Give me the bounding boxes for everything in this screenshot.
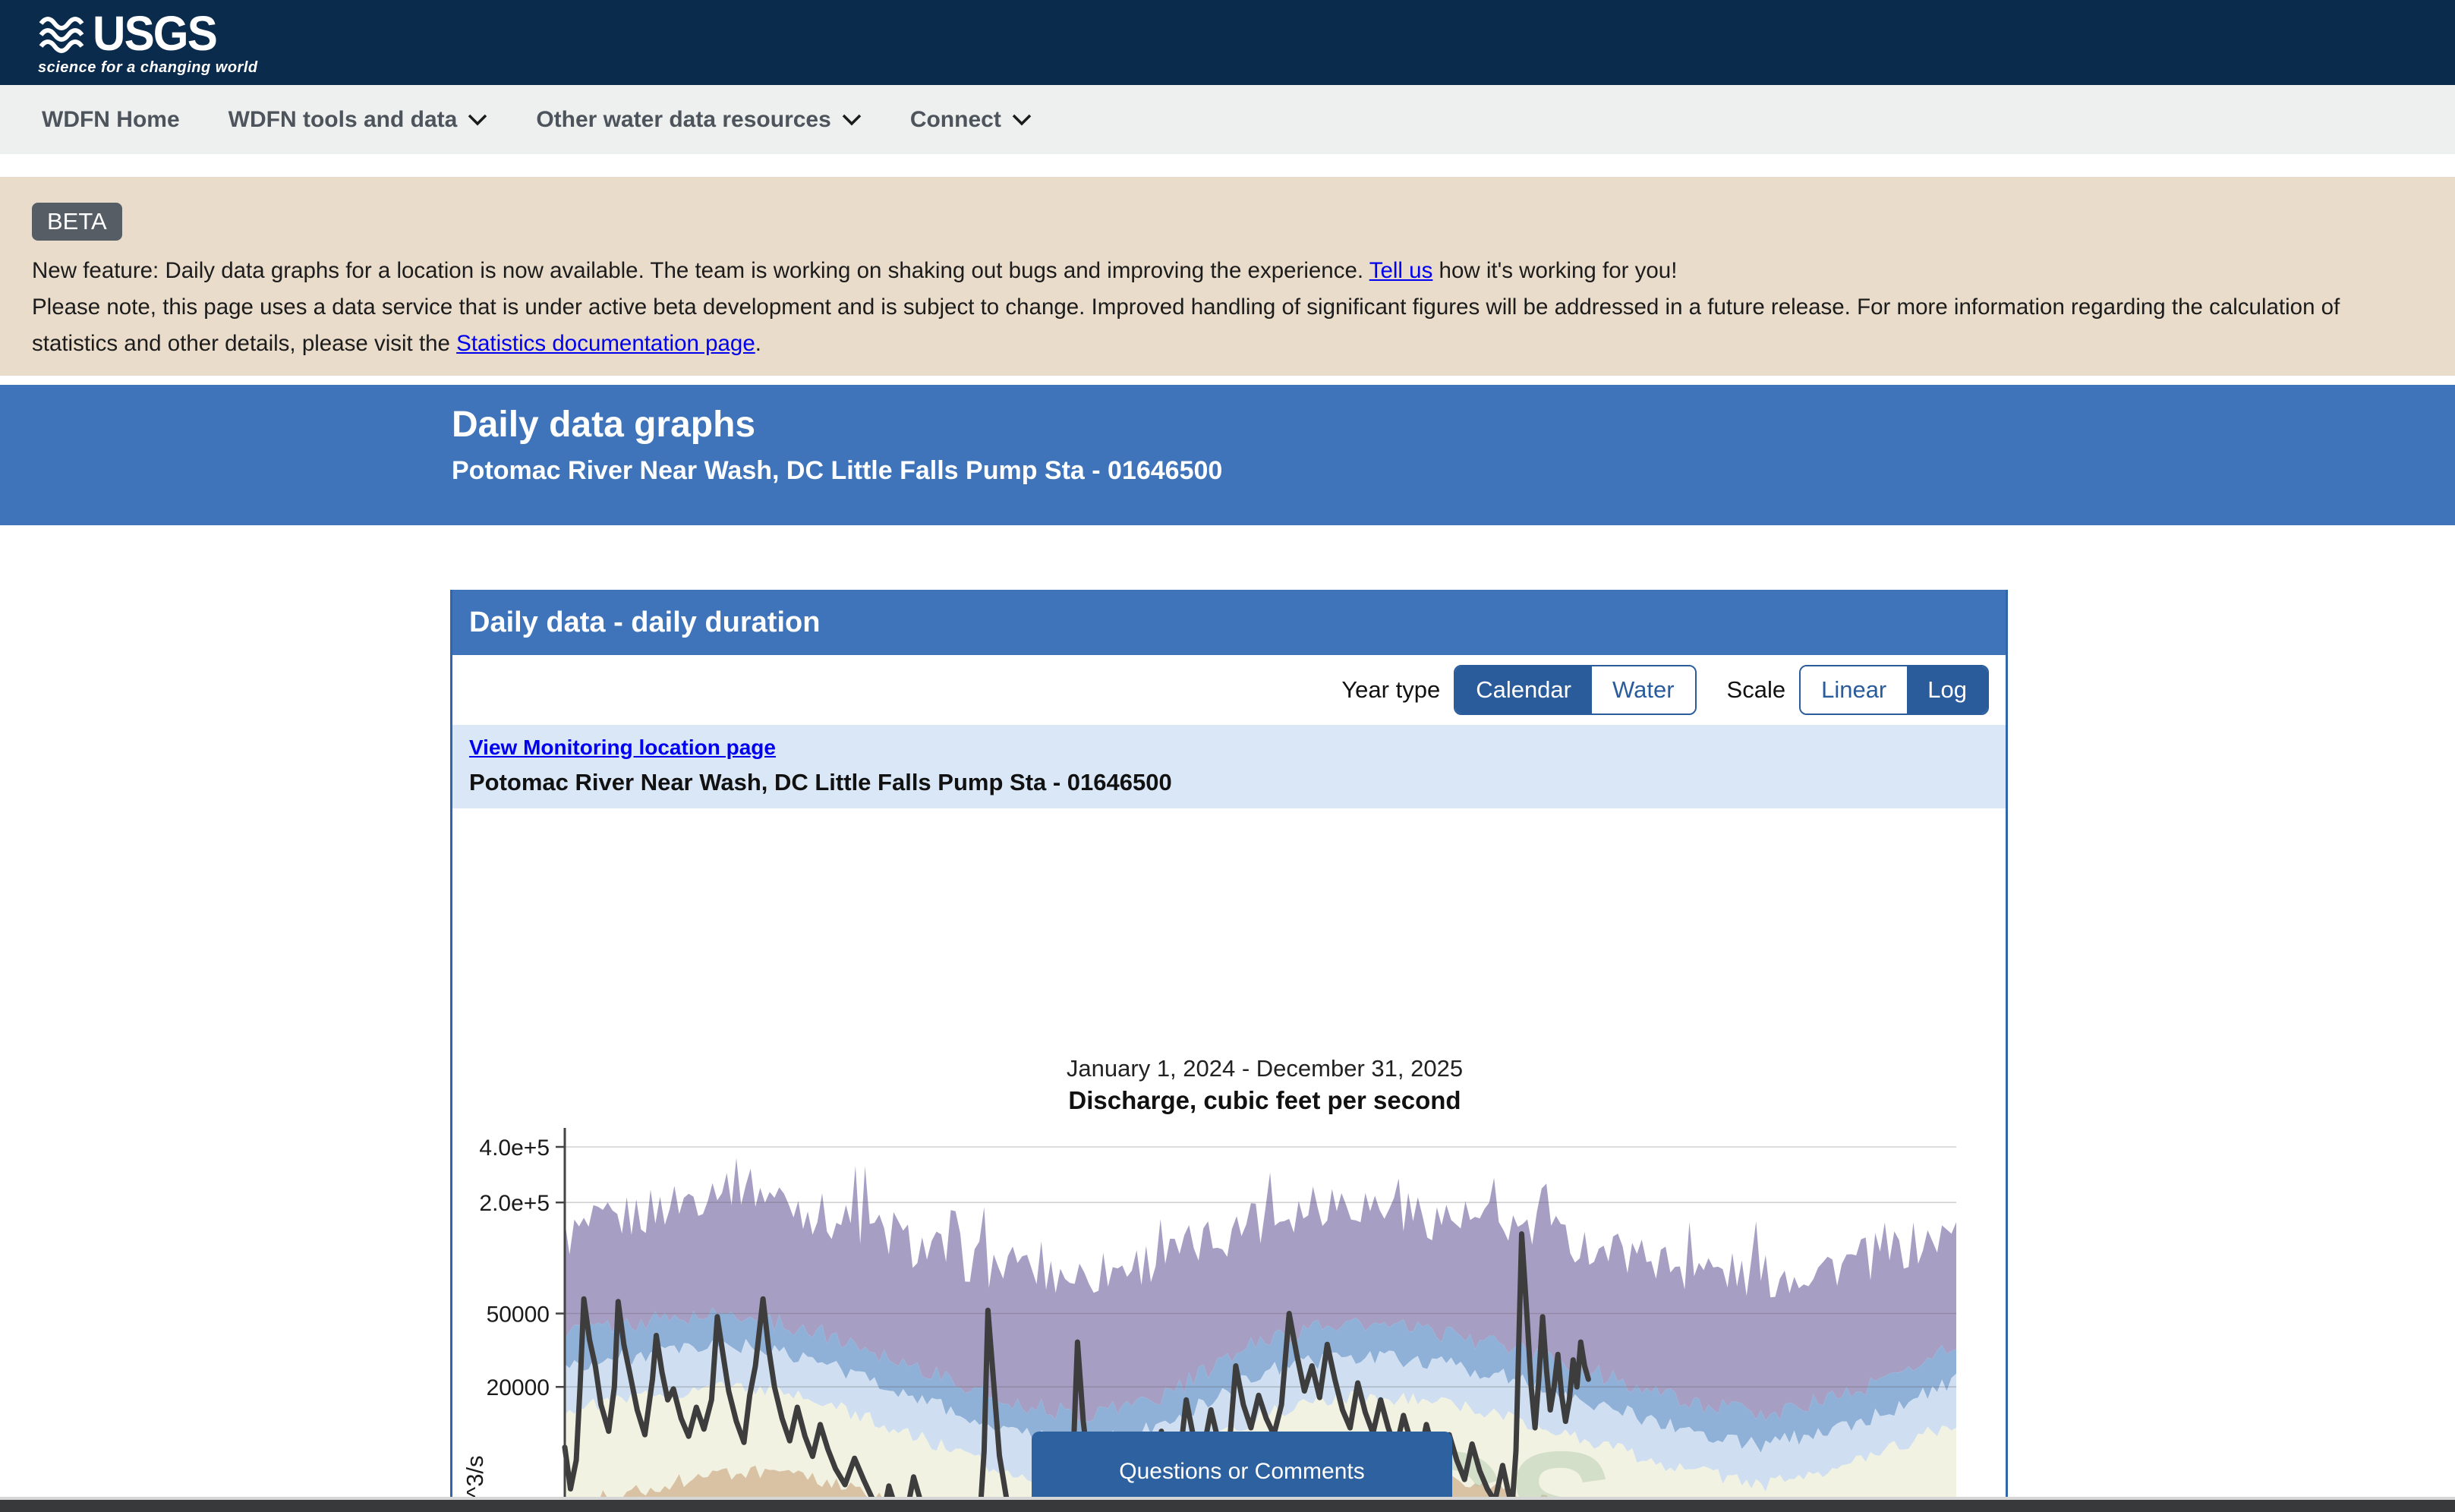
chevron-down-icon <box>1012 114 1032 126</box>
main-nav: WDFN Home WDFN tools and data Other wate… <box>0 85 2455 154</box>
page-subtitle-station: Potomac River Near Wash, DC Little Falls… <box>452 456 2455 486</box>
nav-item-label: WDFN Home <box>42 107 180 133</box>
station-name: Potomac River Near Wash, DC Little Falls… <box>469 769 2006 796</box>
tell-us-link[interactable]: Tell us <box>1369 258 1433 283</box>
scale-label: Scale <box>1727 676 1786 704</box>
chevron-down-icon <box>842 114 862 126</box>
beta-line2-text: Please note, this page uses a data servi… <box>32 295 2340 356</box>
bottom-footer-edge <box>0 1500 2455 1512</box>
statistics-documentation-link[interactable]: Statistics documentation page <box>456 331 755 356</box>
year-type-water-button[interactable]: Water <box>1592 666 1695 713</box>
beta-line2-suffix: . <box>755 331 761 356</box>
nav-item-connect[interactable]: Connect <box>910 107 1032 133</box>
scale-toggle: Linear Log <box>1799 665 1989 715</box>
card-title: Daily data - daily duration <box>469 606 820 639</box>
svg-text:4.0e+5: 4.0e+5 <box>479 1136 550 1161</box>
nav-item-label: Connect <box>910 107 1001 133</box>
svg-text:2.0e+5: 2.0e+5 <box>479 1191 550 1216</box>
usgs-logo-tagline: science for a changing world <box>38 59 258 77</box>
nav-item-wdfn-home[interactable]: WDFN Home <box>42 107 180 133</box>
view-monitoring-location-link[interactable]: View Monitoring location page <box>469 736 776 759</box>
svg-text:50000: 50000 <box>487 1303 550 1328</box>
usgs-logo[interactable]: USGS science for a changing world <box>38 9 258 77</box>
chart-area: January 1, 2024 - December 31, 2025 Disc… <box>452 808 2006 1512</box>
chevron-down-icon <box>468 114 487 126</box>
usgs-top-bar: USGS science for a changing world <box>0 0 2455 85</box>
beta-line1-text: New feature: Daily data graphs for a loc… <box>32 258 1369 283</box>
card-header: Daily data - daily duration <box>452 590 2006 655</box>
nav-item-other-water-data-resources[interactable]: Other water data resources <box>536 107 862 133</box>
daily-duration-card: Daily data - daily duration Year type Ca… <box>450 590 2008 1512</box>
nav-item-label: Other water data resources <box>536 107 831 133</box>
beta-badge: BETA <box>32 203 122 241</box>
chart-date-range: January 1, 2024 - December 31, 2025 <box>513 1055 2016 1082</box>
usgs-wave-icon <box>38 11 85 55</box>
svg-text:20000: 20000 <box>487 1375 550 1400</box>
scale-linear-button[interactable]: Linear <box>1801 666 1907 713</box>
year-type-toggle: Calendar Water <box>1454 665 1696 715</box>
beta-line1-suffix: how it's working for you! <box>1432 258 1677 283</box>
nav-item-wdfn-tools-and-data[interactable]: WDFN tools and data <box>228 107 488 133</box>
nav-item-label: WDFN tools and data <box>228 107 458 133</box>
station-info-bar: View Monitoring location page Potomac Ri… <box>452 725 2006 808</box>
beta-banner-text: New feature: Daily data graphs for a loc… <box>32 253 2408 362</box>
usgs-logo-text: USGS <box>93 9 216 58</box>
year-type-label: Year type <box>1341 676 1440 704</box>
page-header: Daily data graphs Potomac River Near Was… <box>0 385 2455 525</box>
beta-banner: BETA New feature: Daily data graphs for … <box>0 177 2455 376</box>
chart-controls: Year type Calendar Water Scale Linear Lo… <box>452 655 2006 725</box>
page-title: Daily data graphs <box>452 405 2455 446</box>
chart-title: Discharge, cubic feet per second <box>513 1086 2016 1115</box>
scale-log-button[interactable]: Log <box>1907 666 1987 713</box>
year-type-calendar-button[interactable]: Calendar <box>1455 666 1592 713</box>
